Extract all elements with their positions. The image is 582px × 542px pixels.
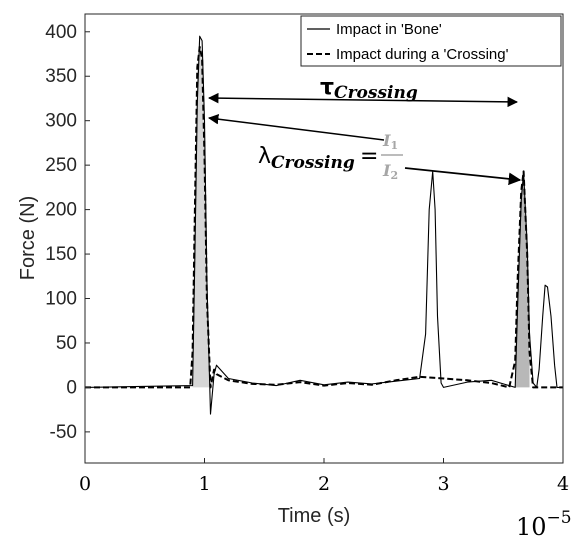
x-tick-label: 1 xyxy=(198,473,210,495)
y-axis-label: Force (N) xyxy=(17,196,39,280)
y-tick-label: 400 xyxy=(45,22,77,43)
legend-box xyxy=(300,15,562,67)
lambda-arrow-second-peak xyxy=(404,167,522,186)
x-axis-label: Time (s) xyxy=(278,505,351,527)
lambda-label: λCrossing xyxy=(258,144,355,173)
y-tick-label: -50 xyxy=(50,422,77,443)
x-tick-label: 4 xyxy=(557,473,569,495)
lambda-denominator: I2 xyxy=(382,161,398,182)
lambda-arrow-first-peak xyxy=(207,113,385,141)
x-tick-label: 2 xyxy=(318,473,330,495)
y-tick-label: 350 xyxy=(45,66,77,87)
y-tick-label: 100 xyxy=(45,289,77,310)
series-line-crossing xyxy=(85,45,563,389)
x-multiplier: 10−5 xyxy=(516,508,572,541)
y-tick-label: 250 xyxy=(45,155,77,176)
tau-arrow xyxy=(207,92,519,108)
y-tick-label: 50 xyxy=(56,333,77,354)
annotation-tau: τCrossing xyxy=(207,75,519,108)
y-tick-label: 200 xyxy=(45,200,77,221)
legend: Impact in 'Bone' Impact during a 'Crossi… xyxy=(300,15,562,67)
x-tick-label: 0 xyxy=(79,473,91,495)
legend-entry-crossing: Impact during a 'Crossing' xyxy=(336,46,509,63)
x-multiplier-exponent: −5 xyxy=(547,508,572,528)
y-axis: -50 0 50 100 150 200 250 300 350 400 xyxy=(45,22,90,443)
x-multiplier-base: 10 xyxy=(516,513,547,541)
annotation-lambda: λCrossing = I1 I2 xyxy=(207,113,522,186)
y-tick-label: 0 xyxy=(66,377,77,398)
y-tick-label: 150 xyxy=(45,244,77,265)
x-axis: 0 1 2 3 4 xyxy=(79,458,569,495)
tau-label: τCrossing xyxy=(320,75,418,103)
lambda-numerator: I1 xyxy=(382,131,398,152)
x-tick-label: 3 xyxy=(437,473,449,495)
y-tick-label: 300 xyxy=(45,111,77,132)
lambda-equals: = xyxy=(360,144,378,169)
legend-entry-bone: Impact in 'Bone' xyxy=(336,21,442,38)
